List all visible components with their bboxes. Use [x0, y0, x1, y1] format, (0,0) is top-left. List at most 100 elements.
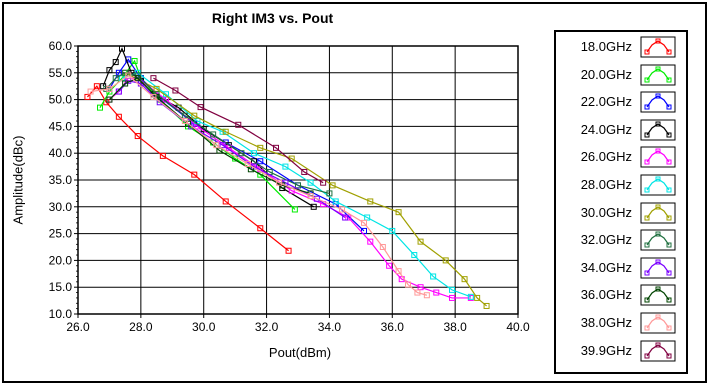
series-line-399ghz	[153, 77, 324, 184]
legend-item-240ghz: 24.0GHz	[556, 119, 686, 141]
data-point-280ghz	[411, 252, 418, 259]
data-point-280ghz	[251, 150, 257, 157]
data-point-340ghz	[342, 214, 349, 221]
data-point-280ghz	[467, 293, 474, 300]
legend-label: 28.0GHz	[580, 177, 632, 192]
y-tick-label: 20.0	[49, 253, 73, 267]
legend-swatch	[640, 91, 676, 113]
data-point-360ghz	[247, 166, 254, 173]
data-point-380ghz	[414, 289, 421, 296]
legend-item-280ghz: 28.0GHz	[556, 174, 686, 196]
data-point-180ghz	[285, 247, 292, 254]
data-point-240ghz	[106, 67, 113, 74]
legend-label: 39.9GHz	[580, 342, 632, 358]
legend-swatch	[640, 119, 676, 141]
data-point-260ghz	[417, 284, 424, 291]
data-point-260ghz	[386, 262, 393, 269]
data-point-300ghz	[461, 276, 468, 283]
data-point-300ghz	[474, 294, 481, 301]
data-point-380ghz	[87, 88, 94, 95]
data-point-260ghz	[345, 214, 352, 221]
data-point-300ghz	[417, 238, 424, 245]
data-point-380ghz	[423, 292, 430, 299]
legend-swatch	[640, 229, 676, 251]
data-point-240ghz	[310, 203, 317, 210]
data-point-260ghz	[367, 238, 374, 245]
data-point-360ghz	[122, 80, 129, 87]
series-line-320ghz	[105, 72, 330, 194]
legend-label: 32.0GHz	[580, 232, 632, 248]
data-point-380ghz	[405, 281, 411, 288]
data-point-380ghz	[276, 179, 283, 186]
x-tick-label: 32.0	[255, 320, 279, 334]
series-line-380ghz	[90, 74, 428, 296]
legend-item-300ghz: 30.0GHz	[556, 202, 686, 224]
legend-swatch	[640, 36, 676, 58]
data-point-280ghz	[332, 198, 339, 205]
data-point-399ghz	[273, 144, 279, 151]
legend-label: 22.0GHz	[580, 94, 632, 110]
data-point-399ghz	[172, 87, 179, 94]
data-point-380ghz	[307, 193, 314, 200]
data-point-180ghz	[191, 171, 198, 178]
y-tick-label: 35.0	[49, 173, 73, 187]
y-tick-label: 45.0	[49, 119, 73, 133]
legend-label: 26.0GHz	[580, 149, 632, 165]
data-point-180ghz	[115, 113, 122, 120]
data-point-360ghz	[216, 147, 223, 154]
data-point-360ghz	[106, 96, 113, 103]
data-point-180ghz	[93, 83, 100, 90]
data-point-180ghz	[222, 198, 229, 205]
legend-item-200ghz: 20.0GHz	[556, 64, 686, 86]
data-point-320ghz	[295, 182, 301, 189]
data-point-280ghz	[307, 179, 314, 186]
data-point-340ghz	[313, 195, 320, 202]
y-tick-label: 15.0	[49, 280, 73, 294]
y-tick-label: 60.0	[49, 39, 73, 53]
legend-swatch	[640, 174, 676, 196]
data-point-280ghz	[389, 227, 396, 234]
y-tick-label: 25.0	[49, 227, 73, 241]
legend-label: 34.0GHz	[580, 259, 632, 275]
data-point-180ghz	[257, 225, 264, 232]
data-point-380ghz	[339, 206, 345, 213]
data-point-240ghz	[112, 59, 119, 66]
x-tick-label: 36.0	[381, 320, 405, 334]
legend-label: 20.0GHz	[580, 66, 632, 82]
legend-swatch	[640, 257, 676, 279]
data-point-360ghz	[134, 75, 141, 82]
data-point-380ghz	[125, 72, 132, 79]
data-point-399ghz	[197, 104, 204, 111]
data-point-320ghz	[238, 150, 245, 157]
data-point-200ghz	[131, 58, 138, 65]
legend-item-340ghz: 34.0GHz	[556, 257, 686, 279]
data-point-280ghz	[282, 163, 289, 170]
legend-label: 38.0GHz	[580, 315, 632, 330]
x-tick-label: 38.0	[443, 320, 467, 334]
legend: 18.0GHz 20.0GHz 22.0GHz 24.0GHz 26.0GHz 28.0G…	[554, 30, 688, 374]
y-tick-label: 40.0	[49, 146, 73, 160]
legend-item-320ghz: 32.0GHz	[556, 229, 686, 251]
data-point-260ghz	[449, 294, 455, 301]
legend-swatch	[640, 202, 676, 224]
x-tick-label: 40.0	[506, 320, 530, 334]
data-point-380ghz	[150, 93, 157, 100]
data-point-320ghz	[112, 75, 119, 82]
y-tick-label: 50.0	[49, 93, 73, 107]
y-tick-label: 55.0	[49, 66, 73, 80]
data-point-380ghz	[361, 219, 367, 226]
legend-item-380ghz: 38.0GHz	[556, 312, 686, 334]
legend-item-399ghz: 39.9GHz	[556, 340, 686, 362]
data-point-300ghz	[367, 198, 374, 205]
data-point-340ghz	[115, 88, 122, 95]
x-tick-label: 28.0	[129, 320, 153, 334]
data-point-380ghz	[395, 268, 402, 275]
y-tick-label: 10.0	[49, 307, 73, 321]
x-tick-label: 34.0	[318, 320, 342, 334]
data-point-300ghz	[442, 257, 449, 264]
legend-item-260ghz: 26.0GHz	[556, 146, 686, 168]
data-point-300ghz	[222, 128, 229, 135]
series-line-180ghz	[86, 85, 289, 252]
data-point-180ghz	[84, 93, 91, 100]
data-point-380ghz	[106, 85, 113, 92]
